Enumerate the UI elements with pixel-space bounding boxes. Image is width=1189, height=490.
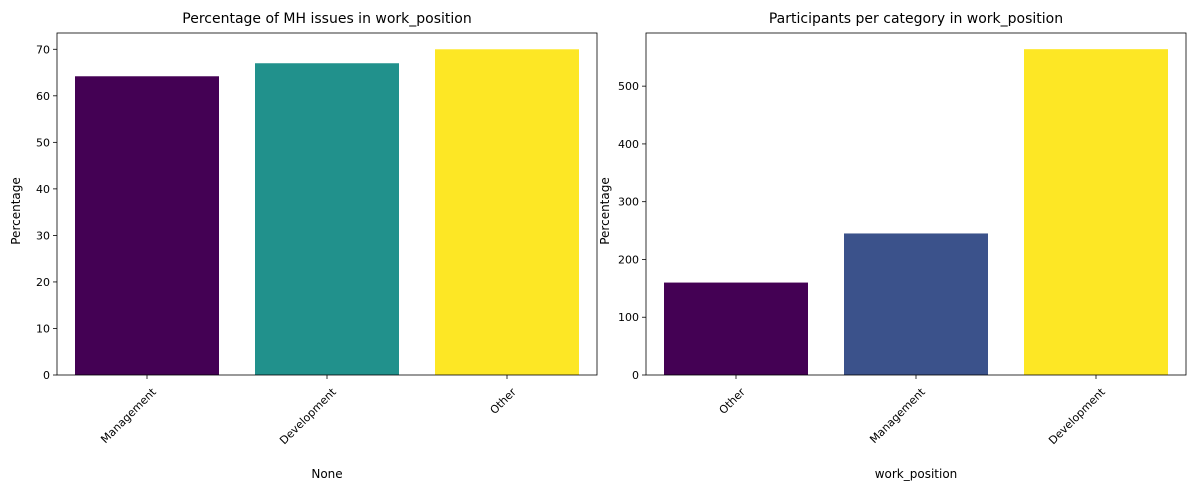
bar: [664, 282, 808, 375]
bar: [75, 76, 219, 375]
axes-frame: [56, 32, 598, 376]
x-tick-label: Management: [867, 385, 928, 446]
y-tick-label: 200: [618, 253, 639, 266]
y-tick-label: 20: [36, 276, 50, 289]
y-tick-label: 300: [618, 196, 639, 209]
axes-frame: [645, 32, 1187, 376]
y-tick-label: 400: [618, 138, 639, 151]
chart-title: Participants per category in work_positi…: [769, 11, 1063, 27]
x-tick-label: Development: [1046, 385, 1108, 447]
chart-mh-issues-percentage: Percentage of MH issues in work_position…: [9, 11, 598, 481]
bar: [435, 49, 579, 376]
y-tick-label: 30: [36, 229, 50, 242]
x-axis-label: None: [311, 467, 342, 481]
x-axis-label: work_position: [875, 467, 958, 481]
y-tick-label: 100: [618, 311, 639, 324]
x-tick-label: Development: [277, 385, 339, 447]
chart-title: Percentage of MH issues in work_position: [182, 11, 471, 27]
y-tick-label: 10: [36, 322, 50, 335]
y-tick-label: 40: [36, 183, 50, 196]
y-tick-label: 0: [43, 369, 50, 382]
bar: [844, 233, 988, 375]
y-axis-label: Percentage: [598, 177, 612, 245]
x-tick-label: Management: [98, 385, 159, 446]
y-tick-label: 70: [36, 43, 50, 56]
y-tick-label: 500: [618, 80, 639, 93]
chart-participants-per-category: Participants per category in work_positi…: [598, 11, 1187, 481]
y-axis-label: Percentage: [9, 177, 23, 245]
x-tick-label: Other: [487, 385, 519, 417]
y-tick-label: 0: [632, 369, 639, 382]
x-tick-label: Other: [716, 385, 748, 417]
y-tick-label: 50: [36, 136, 50, 149]
y-tick-label: 60: [36, 90, 50, 103]
bar: [255, 63, 399, 375]
bar: [1024, 49, 1168, 376]
